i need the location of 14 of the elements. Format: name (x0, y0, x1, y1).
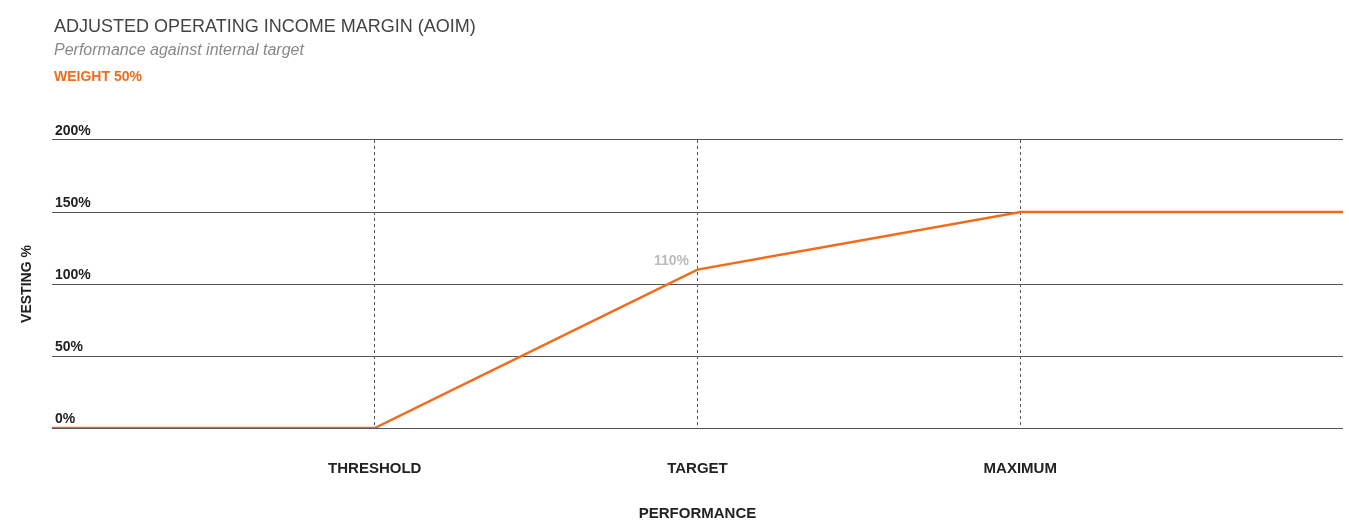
x-tick-label: MAXIMUM (983, 459, 1057, 476)
annotation: 110% (654, 252, 690, 268)
chart-subtitle: Performance against internal target (54, 41, 305, 58)
y-tick-label: 0% (55, 410, 76, 427)
chart-title: ADJUSTED OPERATING INCOME MARGIN (AOIM) (54, 16, 476, 36)
x-axis-title: PERFORMANCE (638, 504, 757, 521)
y-tick-label: 150% (55, 194, 92, 211)
y-tick-label: 100% (55, 266, 92, 283)
y-tick-label: 200% (55, 122, 92, 139)
y-tick-label: 50% (55, 338, 84, 355)
y-axis-title: VESTING % (17, 244, 34, 323)
x-tick-label: THRESHOLD (328, 459, 422, 476)
text: WEIGHT 50% (54, 68, 143, 84)
x-tick-label: TARGET (667, 459, 728, 476)
